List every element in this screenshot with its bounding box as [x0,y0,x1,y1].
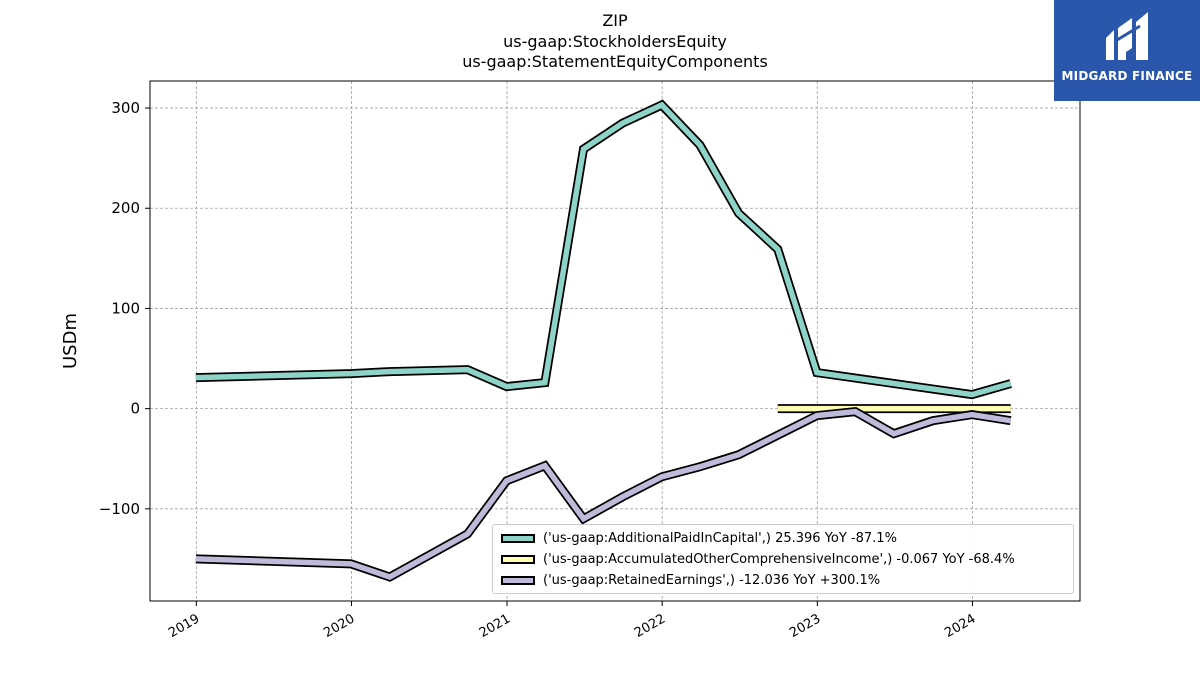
grid [150,81,1080,601]
plot-frame [149,80,1081,602]
y-tick-label: 100 [111,299,140,317]
y-tick-label: 0 [130,400,140,418]
x-tick-label: 2022 [632,611,668,641]
x-tick-label: 2019 [166,611,202,641]
legend-swatch [501,554,535,564]
x-tick-label: 2020 [321,611,357,641]
legend: ('us-gaap:AdditionalPaidInCapital',) 25.… [492,524,1074,594]
legend-swatch [501,575,535,585]
chart-title-line-3: us-gaap:StatementEquityComponents [462,52,768,71]
series-layer [195,99,1012,582]
y-tick-label: 300 [111,99,140,117]
series-line [195,101,1012,398]
chart-title-line-2: us-gaap:StockholdersEquity [503,32,727,51]
legend-item: ('us-gaap:AdditionalPaidInCapital',) 25.… [501,529,897,547]
chart-title-line-1: ZIP [602,11,628,30]
brand-logo: MIDGARD FINANCE [1054,0,1200,101]
legend-item: ('us-gaap:AccumulatedOtherComprehensiveI… [501,550,1015,568]
series-line [195,408,1012,580]
legend-label: ('us-gaap:AccumulatedOtherComprehensiveI… [543,551,1015,567]
legend-swatch [501,533,535,543]
series-line-outline [195,99,1012,400]
y-tick-label: 200 [111,199,140,217]
legend-label: ('us-gaap:RetainedEarnings',) -12.036 Yo… [543,572,881,588]
x-tick-label: 2024 [942,611,978,641]
logo-mark-icon [1106,12,1148,60]
y-axis-label: USDm [60,313,81,369]
x-tick-label: 2021 [477,611,513,641]
legend-item: ('us-gaap:RetainedEarnings',) -12.036 Yo… [501,571,880,589]
x-tick-label: 2023 [787,611,823,641]
y-tick-label: −100 [99,500,140,518]
logo-text: MIDGARD FINANCE [1061,69,1193,83]
legend-label: ('us-gaap:AdditionalPaidInCapital',) 25.… [543,530,897,546]
